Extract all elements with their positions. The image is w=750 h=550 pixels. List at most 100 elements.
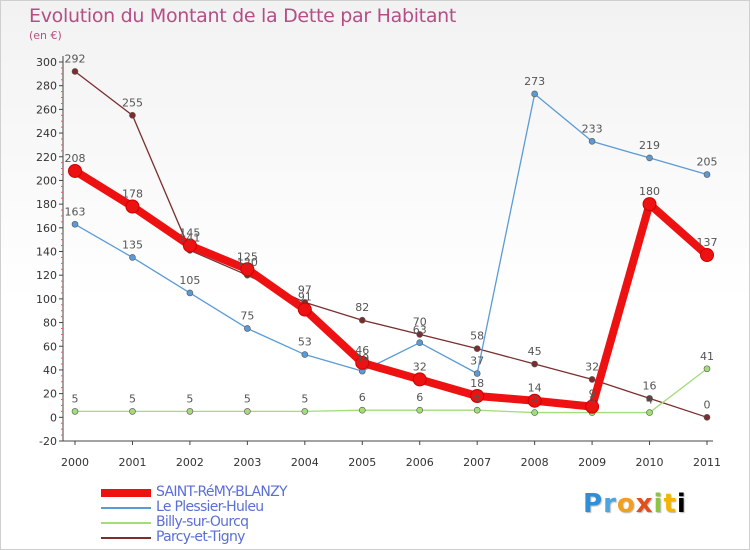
x-tick-label: 2009	[578, 456, 606, 469]
x-tick-label: 2000	[61, 456, 89, 469]
data-label: 5	[129, 392, 136, 405]
y-tick-label: 140	[36, 246, 57, 259]
data-label: 273	[524, 75, 545, 88]
data-point	[703, 414, 711, 421]
data-label: 37	[470, 354, 484, 367]
data-label: 6	[359, 391, 366, 404]
data-label: 120	[237, 256, 258, 269]
y-tick-label: 260	[36, 103, 57, 116]
data-point	[473, 345, 481, 352]
data-point	[358, 316, 366, 324]
y-tick-label: 200	[36, 174, 57, 187]
data-point	[585, 399, 600, 414]
data-label: 6	[416, 391, 423, 404]
legend-swatch	[101, 507, 151, 509]
data-point	[129, 111, 136, 119]
data-label: 208	[65, 152, 86, 165]
data-point	[473, 406, 481, 414]
series-line	[74, 93, 708, 375]
logo-letter: o	[616, 489, 636, 519]
y-tick-label: 120	[36, 269, 57, 282]
legend-swatch	[101, 537, 151, 539]
logo-letter: i	[653, 489, 664, 519]
legend-swatch	[101, 489, 151, 497]
data-point	[125, 199, 140, 214]
data-point	[646, 395, 653, 402]
data-label: 58	[470, 330, 484, 343]
data-point	[703, 171, 711, 178]
y-tick-label: 160	[36, 222, 57, 235]
data-label: 39	[355, 352, 369, 365]
x-tick-label: 2006	[406, 456, 434, 469]
data-point	[412, 372, 427, 387]
y-tick-label: 60	[43, 340, 57, 353]
data-point	[531, 90, 538, 98]
data-point	[71, 408, 79, 415]
data-point	[703, 365, 711, 373]
logo-letter: t	[663, 489, 677, 519]
data-point	[71, 68, 79, 75]
data-point	[129, 408, 136, 415]
data-label: 4	[646, 394, 653, 407]
data-point	[186, 408, 194, 415]
data-label: 163	[65, 205, 86, 218]
legend-label: Billy-sur-Ourcq	[156, 514, 249, 530]
data-point	[416, 339, 424, 346]
y-tick-label: 180	[36, 198, 57, 211]
data-label: 141	[179, 231, 200, 244]
data-label: 4	[589, 394, 596, 407]
data-label: 219	[639, 139, 660, 152]
chart-title: Evolution du Montant de la Dette par Hab…	[29, 5, 457, 27]
data-point	[588, 376, 596, 383]
data-label: 5	[301, 392, 308, 405]
y-tick-label: 0	[50, 411, 57, 424]
data-point	[355, 355, 370, 370]
y-tick-label: 280	[36, 80, 57, 93]
data-point	[588, 138, 596, 145]
data-point	[129, 254, 136, 261]
legend-label: Le Plessier-Huleu	[156, 499, 264, 515]
data-point	[700, 248, 714, 263]
data-point	[527, 393, 542, 408]
y-tick-label: -20	[39, 435, 57, 448]
data-point	[473, 370, 481, 377]
data-point	[186, 289, 194, 297]
data-label: 5	[244, 392, 251, 405]
data-label: 137	[697, 236, 718, 249]
data-label: 91	[298, 291, 312, 304]
data-label: 255	[122, 96, 143, 109]
x-tick-label: 2002	[176, 456, 204, 469]
logo-letter: r	[603, 489, 617, 519]
x-tick-label: 2010	[636, 456, 664, 469]
data-point	[301, 408, 309, 415]
data-point	[68, 163, 82, 178]
data-label: 5	[186, 392, 193, 405]
data-label: 6	[474, 391, 481, 404]
data-label: 82	[355, 301, 369, 314]
data-label: 178	[122, 187, 143, 200]
data-label: 4	[531, 394, 538, 407]
data-point	[244, 408, 251, 415]
data-label: 205	[697, 156, 718, 169]
data-label: 5	[72, 392, 79, 405]
data-label: 9	[589, 388, 596, 401]
y-tick-label: 220	[36, 151, 57, 164]
data-label: 145	[179, 227, 200, 240]
x-tick-label: 2008	[521, 456, 549, 469]
data-label: 32	[413, 360, 427, 373]
data-point	[240, 262, 255, 277]
data-label: 105	[179, 274, 200, 287]
data-point	[416, 331, 424, 338]
data-label: 46	[355, 344, 369, 357]
x-tick-label: 2004	[291, 456, 319, 469]
y-tick-label: 300	[36, 56, 57, 69]
data-label: 0	[704, 398, 711, 411]
data-point	[416, 406, 424, 414]
data-label: 18	[470, 377, 484, 390]
data-label: 53	[298, 336, 312, 349]
y-tick-label: 40	[43, 364, 57, 377]
y-tick-label: 100	[36, 293, 57, 306]
x-tick-label: 2003	[233, 456, 261, 469]
